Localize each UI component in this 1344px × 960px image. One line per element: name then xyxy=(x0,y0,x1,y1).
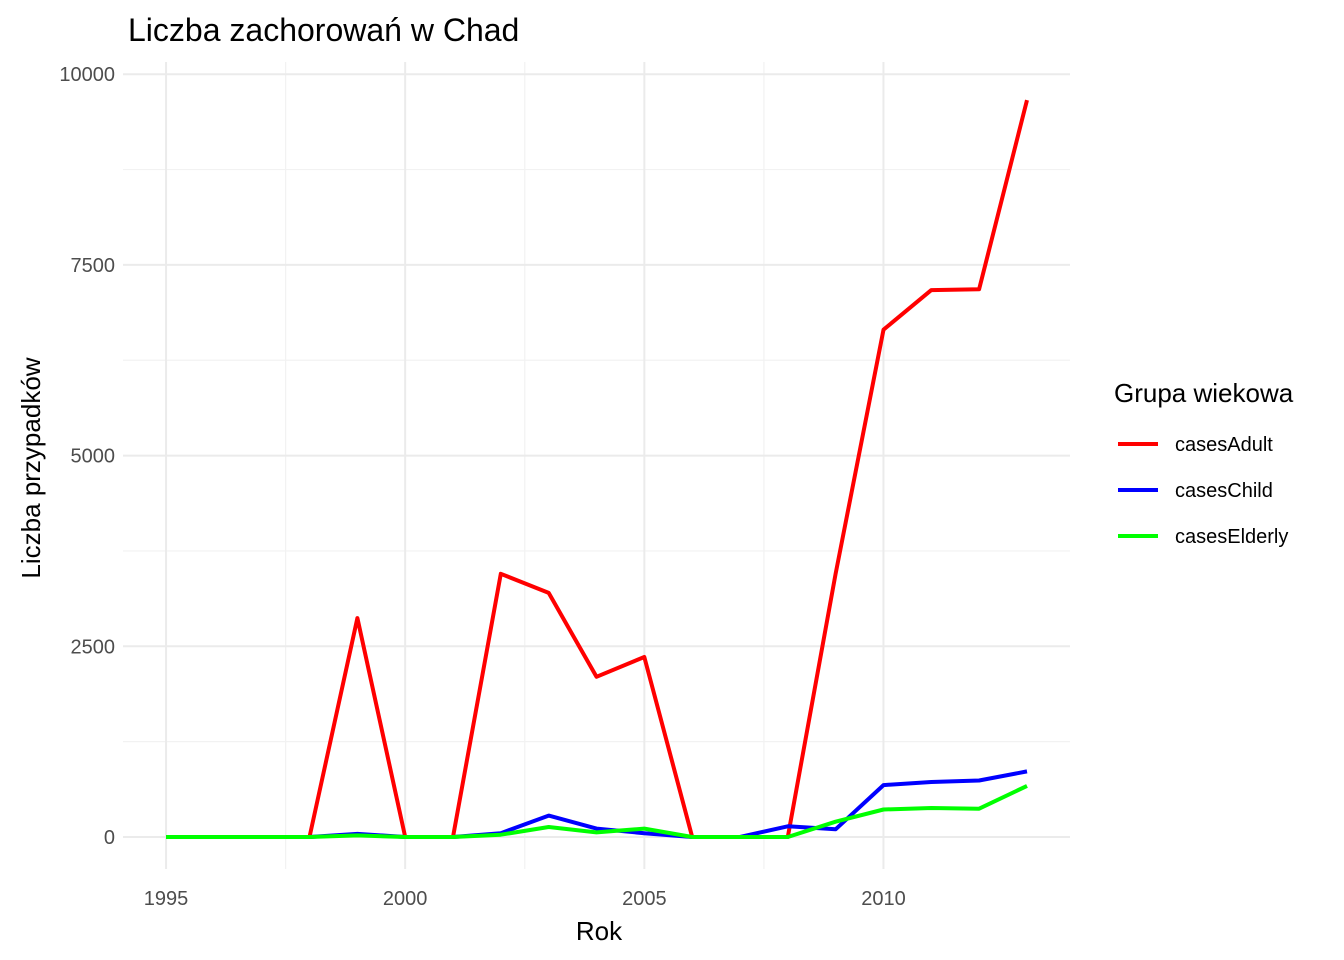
legend-label-casesChild: casesChild xyxy=(1175,480,1273,502)
y-tick-label: 0 xyxy=(104,827,115,849)
chart-title: Liczba zachorowań w Chad xyxy=(128,12,519,48)
x-tick-label: 2000 xyxy=(383,888,428,910)
grid-lines xyxy=(123,62,1070,869)
series-lines xyxy=(166,99,1029,839)
x-tick-label: 2005 xyxy=(622,888,667,910)
x-tick-label: 2010 xyxy=(861,888,906,910)
legend-label-casesAdult: casesAdult xyxy=(1175,434,1273,456)
x-axis-ticks: 1995 2000 2005 2010 xyxy=(144,888,906,910)
legend-label-casesElderly: casesElderly xyxy=(1175,526,1288,548)
series-line-casesAdult xyxy=(166,99,1029,839)
y-tick-label: 7500 xyxy=(71,255,116,277)
legend-title: Grupa wiekowa xyxy=(1114,378,1294,408)
series-line-casesChild xyxy=(166,769,1028,839)
y-axis-ticks: 0 2500 5000 7500 10000 xyxy=(59,64,115,849)
y-tick-label: 2500 xyxy=(71,636,116,658)
y-axis-title: Liczba przypadków xyxy=(16,357,46,578)
y-tick-label: 10000 xyxy=(59,64,115,86)
legend: Grupa wiekowa casesAdult casesChild casesE… xyxy=(1114,378,1294,548)
y-tick-label: 5000 xyxy=(71,446,116,468)
x-tick-label: 1995 xyxy=(144,888,189,910)
series-line-casesElderly xyxy=(166,784,1028,839)
legend-items: casesAdult casesChild casesElderly xyxy=(1118,434,1288,548)
x-axis-title: Rok xyxy=(576,916,623,946)
